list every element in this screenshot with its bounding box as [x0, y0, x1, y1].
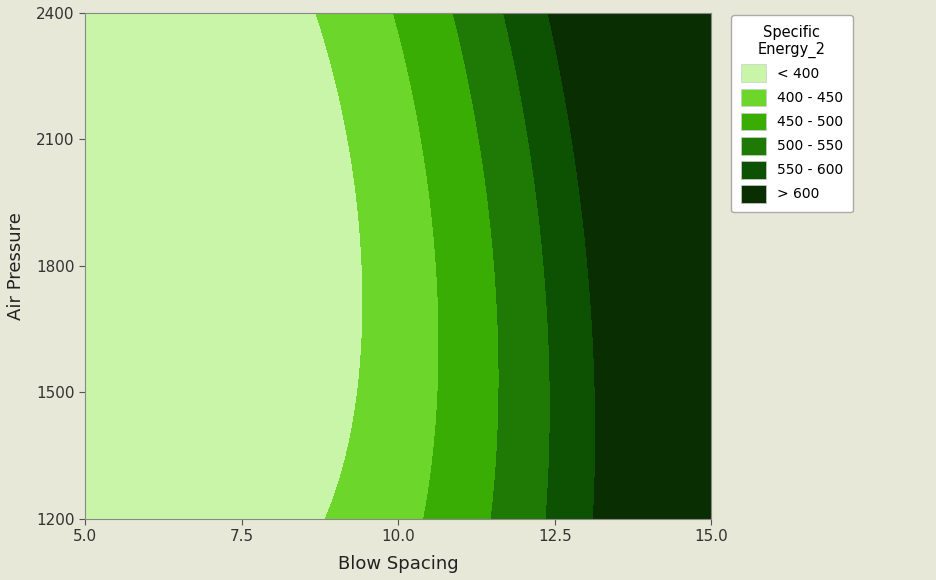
X-axis label: Blow Spacing: Blow Spacing — [338, 555, 459, 573]
Y-axis label: Air Pressure: Air Pressure — [7, 212, 25, 320]
Legend: < 400, 400 - 450, 450 - 500, 500 - 550, 550 - 600, > 600: < 400, 400 - 450, 450 - 500, 500 - 550, … — [731, 15, 853, 212]
